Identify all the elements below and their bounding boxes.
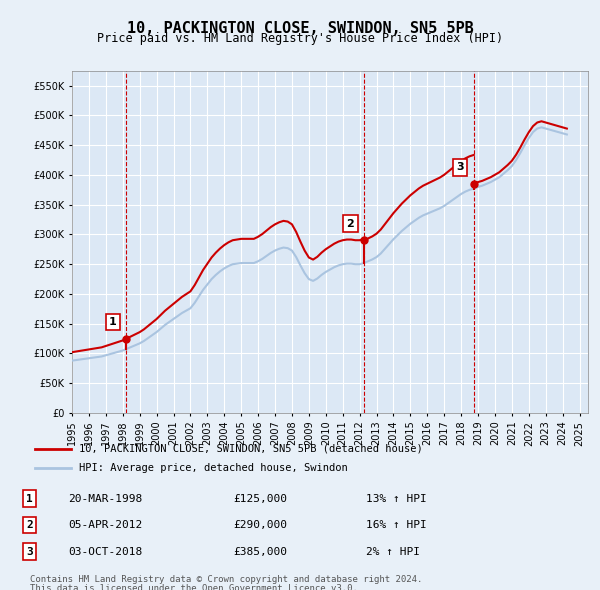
Text: This data is licensed under the Open Government Licence v3.0.: This data is licensed under the Open Gov… [30, 584, 358, 590]
Text: 13% ↑ HPI: 13% ↑ HPI [366, 494, 427, 504]
Text: 2: 2 [347, 219, 355, 229]
Text: 10, PACKINGTON CLOSE, SWINDON, SN5 5PB (detached house): 10, PACKINGTON CLOSE, SWINDON, SN5 5PB (… [79, 444, 423, 454]
Text: 3: 3 [26, 546, 33, 556]
Text: £125,000: £125,000 [234, 494, 288, 504]
Text: 03-OCT-2018: 03-OCT-2018 [68, 546, 142, 556]
Text: 10, PACKINGTON CLOSE, SWINDON, SN5 5PB: 10, PACKINGTON CLOSE, SWINDON, SN5 5PB [127, 21, 473, 35]
Text: HPI: Average price, detached house, Swindon: HPI: Average price, detached house, Swin… [79, 464, 348, 473]
Text: 2% ↑ HPI: 2% ↑ HPI [366, 546, 420, 556]
Text: 20-MAR-1998: 20-MAR-1998 [68, 494, 142, 504]
Text: £290,000: £290,000 [234, 520, 288, 530]
Text: Price paid vs. HM Land Registry's House Price Index (HPI): Price paid vs. HM Land Registry's House … [97, 32, 503, 45]
Text: £385,000: £385,000 [234, 546, 288, 556]
Text: 16% ↑ HPI: 16% ↑ HPI [366, 520, 427, 530]
Text: 3: 3 [457, 162, 464, 172]
Text: 2: 2 [26, 520, 33, 530]
Text: 05-APR-2012: 05-APR-2012 [68, 520, 142, 530]
Text: 1: 1 [26, 494, 33, 504]
Text: Contains HM Land Registry data © Crown copyright and database right 2024.: Contains HM Land Registry data © Crown c… [30, 575, 422, 584]
Text: 1: 1 [109, 317, 117, 327]
